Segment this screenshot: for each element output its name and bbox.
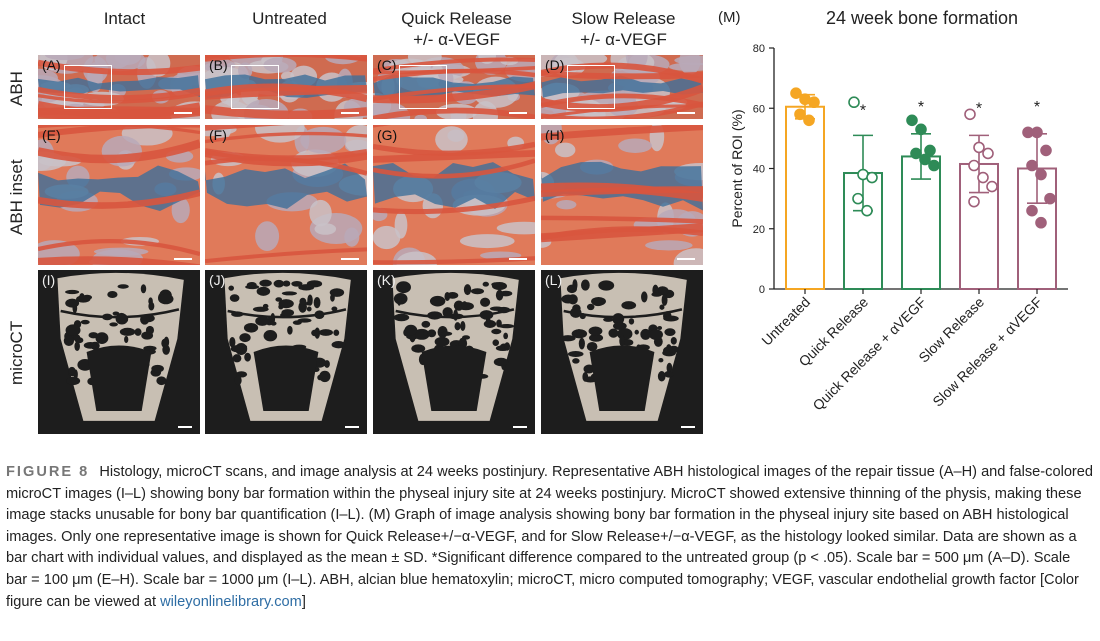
data-point: [919, 153, 931, 166]
scale-bar: [677, 112, 695, 114]
data-point: [968, 159, 980, 172]
data-point: [964, 108, 976, 121]
y-tick-label: 80: [753, 43, 765, 55]
image-panel-f: (F): [205, 125, 367, 265]
data-point: [1031, 126, 1043, 139]
image-panel-l: (L): [541, 270, 703, 434]
data-point: [852, 192, 864, 205]
panel-label: (J): [209, 272, 226, 288]
bar: [785, 105, 825, 291]
panel-label: (H): [545, 127, 565, 143]
image-panel-g: (G): [373, 125, 535, 265]
scale-bar: [509, 112, 527, 114]
panel-label: (G): [377, 127, 398, 143]
data-point: [803, 114, 815, 127]
panel-label: (C): [377, 57, 397, 73]
scale-bar: [681, 426, 695, 428]
image-panel-h: (H): [541, 125, 703, 265]
panel-label: (A): [42, 57, 61, 73]
row-title-abh-inset: ABH inset: [7, 159, 26, 235]
panel-label: (B): [209, 57, 228, 73]
scale-bar: [513, 426, 527, 428]
chart-panel-label: (M): [718, 9, 741, 26]
row-title-abh: ABH: [7, 71, 26, 107]
caption-end: ]: [301, 593, 306, 610]
data-point: [848, 96, 860, 109]
panel-label: (I): [42, 272, 56, 288]
significance-marker: *: [976, 100, 982, 117]
image-panel-k: (K): [373, 270, 535, 434]
data-point: [915, 123, 927, 136]
y-axis-label: Percent of ROI (%): [729, 109, 745, 227]
scale-bar: [677, 258, 695, 260]
scale-bar: [341, 258, 359, 260]
panel-label: (F): [209, 127, 227, 143]
inset-region-box: [567, 65, 615, 109]
data-point: [1035, 168, 1047, 181]
data-point: [1035, 216, 1047, 229]
row-title-microct: microCT: [7, 320, 26, 386]
y-tick-label: 0: [759, 284, 765, 296]
data-point: [910, 147, 922, 160]
scale-bar: [174, 258, 192, 260]
data-point: [866, 171, 878, 184]
data-point: [794, 108, 806, 121]
bone-formation-chart: (M) 24 week bone formation 0 20 40 60 80 Percen…: [718, 8, 1068, 414]
data-point: [861, 204, 873, 217]
inset-region-box: [64, 65, 112, 109]
caption-text: Histology, microCT scans, and image anal…: [6, 464, 1094, 610]
significance-marker: *: [860, 102, 866, 119]
image-panel-i: (I): [38, 270, 200, 434]
data-point: [982, 147, 994, 160]
data-point: [968, 195, 980, 208]
scale-bar: [178, 426, 192, 428]
scale-bar: [341, 112, 359, 114]
column-title-slow-release: Slow Release +/- α-VEGF: [571, 9, 676, 49]
data-point: [928, 159, 940, 172]
significance-marker: *: [1034, 99, 1040, 116]
scale-bar: [345, 426, 359, 428]
data-point: [986, 180, 998, 193]
y-tick-label: 60: [753, 103, 765, 115]
column-title-quick-release: Quick Release +/- α-VEGF: [401, 9, 512, 49]
scale-bar: [174, 112, 192, 114]
image-panel-b: (B): [205, 55, 367, 119]
x-tick-label: Untreated: [758, 294, 813, 349]
data-point: [1026, 204, 1038, 217]
caption-link[interactable]: wileyonlinelibrary.com: [160, 593, 302, 610]
data-point: [1044, 192, 1056, 205]
figure-caption: FIGURE 8 Histology, microCT scans, and i…: [6, 462, 1094, 613]
significance-marker: *: [918, 99, 924, 116]
y-tick-label: 20: [753, 224, 765, 236]
image-panel-a: (A): [38, 55, 200, 119]
image-panel-e: (E): [38, 125, 200, 265]
column-title-intact: Intact: [103, 9, 146, 28]
panel-label: (D): [545, 57, 565, 73]
column-title-untreated: Untreated: [252, 9, 327, 28]
data-point: [1040, 144, 1052, 157]
data-point: [977, 171, 989, 184]
y-tick-label: 40: [753, 164, 765, 176]
inset-region-box: [231, 65, 279, 109]
image-panel-d: (D): [541, 55, 703, 119]
data-point: [973, 141, 985, 154]
data-point: [924, 144, 936, 157]
image-panel-c: (C): [373, 55, 535, 119]
data-point: [808, 96, 820, 109]
scale-bar: [509, 258, 527, 260]
data-point: [790, 87, 802, 99]
panel-label: (E): [42, 127, 61, 143]
panel-label: (K): [377, 272, 396, 288]
figure-label: FIGURE 8: [6, 464, 90, 480]
x-tick-label: Quick Release + αVEGF: [809, 294, 929, 414]
data-point: [906, 114, 918, 127]
inset-region-box: [399, 65, 447, 109]
panel-label: (L): [545, 272, 563, 288]
x-tick-label: Slow Release + αVEGF: [929, 294, 1045, 410]
chart-title: 24 week bone formation: [826, 8, 1018, 28]
data-point: [1026, 159, 1038, 172]
image-panel-j: (J): [205, 270, 367, 434]
